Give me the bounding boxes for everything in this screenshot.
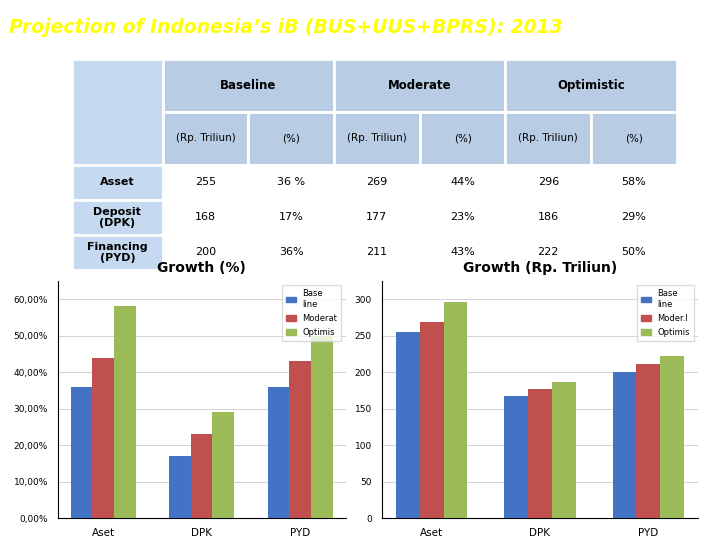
Text: 269: 269 (366, 177, 387, 187)
Text: 211: 211 (366, 247, 387, 258)
Bar (268, 387, 289, 518)
Legend: Base
line, Moder.l, Optimis: Base line, Moder.l, Optimis (636, 285, 694, 341)
Text: 29%: 29% (621, 212, 647, 222)
Text: 18: 18 (662, 18, 688, 37)
Bar (591, 200, 677, 235)
Bar (591, 235, 677, 270)
Bar (248, 165, 334, 200)
Text: 177: 177 (366, 212, 387, 222)
Text: 222: 222 (538, 247, 559, 258)
Text: (%): (%) (282, 133, 300, 144)
Bar (505, 200, 591, 235)
Bar (248, 200, 334, 235)
Bar (71, 387, 92, 518)
Bar (444, 302, 467, 518)
Bar (72, 165, 163, 200)
Bar (420, 322, 444, 518)
Text: 50%: 50% (621, 247, 647, 258)
Bar (334, 59, 505, 112)
Bar (72, 235, 163, 270)
Text: Asset: Asset (100, 177, 135, 187)
Bar (72, 59, 163, 165)
Text: (Rp. Triliun): (Rp. Triliun) (518, 133, 578, 144)
Text: 255: 255 (195, 177, 216, 187)
Text: Financing
(PYD): Financing (PYD) (87, 241, 148, 263)
Bar (163, 165, 248, 200)
Title: Growth (%): Growth (%) (157, 261, 246, 275)
Text: (%): (%) (625, 133, 643, 144)
Bar (504, 396, 528, 518)
Bar (591, 165, 677, 200)
Bar (248, 112, 334, 165)
Bar (420, 112, 505, 165)
Text: 296: 296 (538, 177, 559, 187)
Bar (311, 336, 333, 518)
Text: 44%: 44% (450, 177, 475, 187)
Text: 36 %: 36 % (277, 177, 305, 187)
Bar (191, 434, 212, 518)
Bar (552, 382, 576, 518)
Text: 43%: 43% (450, 247, 475, 258)
Legend: Base
line, Moderat, Optimis: Base line, Moderat, Optimis (282, 285, 341, 341)
Bar (420, 235, 505, 270)
Bar (248, 235, 334, 270)
Bar (334, 235, 420, 270)
Text: Baseline: Baseline (220, 79, 276, 92)
Bar (334, 165, 420, 200)
Bar (163, 59, 334, 112)
Text: 58%: 58% (621, 177, 647, 187)
Bar (163, 200, 248, 235)
Bar (505, 165, 591, 200)
Text: (Rp. Triliun): (Rp. Triliun) (347, 133, 407, 144)
Bar (212, 413, 234, 518)
Bar (636, 364, 660, 518)
Bar (163, 235, 248, 270)
Text: 186: 186 (538, 212, 559, 222)
Bar (289, 361, 311, 518)
Text: Moderate: Moderate (388, 79, 451, 92)
Bar (528, 389, 552, 518)
Text: 200: 200 (195, 247, 216, 258)
Text: Projection of Indonesia’s iB (BUS+UUS+BPRS): 2013: Projection of Indonesia’s iB (BUS+UUS+BP… (9, 18, 563, 37)
Bar (334, 112, 420, 165)
Title: Growth (Rp. Triliun): Growth (Rp. Triliun) (463, 261, 617, 275)
Bar (591, 112, 677, 165)
Bar (163, 112, 248, 165)
Bar (72, 200, 163, 235)
Text: Optimistic: Optimistic (557, 79, 625, 92)
Bar (613, 372, 636, 518)
Bar (505, 112, 591, 165)
Bar (92, 357, 114, 518)
Bar (396, 332, 420, 518)
Bar (420, 165, 505, 200)
Text: (Rp. Triliun): (Rp. Triliun) (176, 133, 235, 144)
Bar (420, 200, 505, 235)
Text: (%): (%) (454, 133, 472, 144)
Text: 36%: 36% (279, 247, 304, 258)
Bar (169, 456, 191, 518)
Text: 17%: 17% (279, 212, 304, 222)
Bar (505, 59, 677, 112)
Bar (114, 306, 135, 518)
Text: 168: 168 (195, 212, 216, 222)
Text: 23%: 23% (450, 212, 475, 222)
Bar (505, 235, 591, 270)
Bar (660, 356, 684, 518)
Bar (334, 200, 420, 235)
Text: Deposit
(DPK): Deposit (DPK) (94, 206, 141, 228)
